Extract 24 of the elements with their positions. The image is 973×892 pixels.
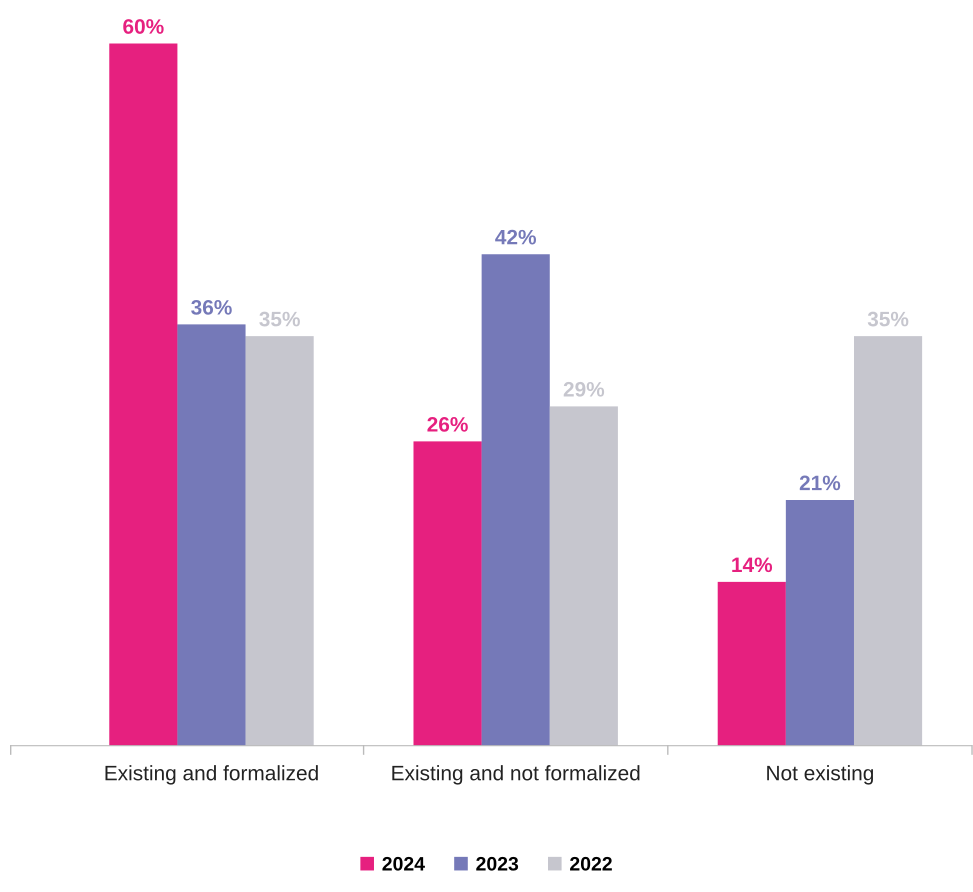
data-label: 26% — [427, 417, 468, 432]
bar — [718, 582, 786, 746]
data-label: 29% — [564, 382, 604, 397]
legend-label: 2024 — [382, 856, 425, 871]
data-label: 42% — [495, 230, 536, 244]
data-label: 21% — [800, 476, 840, 490]
x-tick-label: Not existing — [767, 765, 873, 785]
data-label: 14% — [732, 557, 772, 572]
data-label: 35% — [259, 312, 300, 326]
bar — [550, 406, 618, 746]
bar — [177, 324, 246, 746]
bar — [246, 336, 314, 746]
x-tick-label: Existing and formalized — [106, 765, 318, 785]
bar — [482, 254, 550, 746]
x-tick-label: Existing and not formalized — [392, 765, 640, 785]
bar — [786, 500, 854, 746]
legend-label: 2022 — [570, 856, 612, 871]
data-label: 36% — [191, 300, 232, 315]
bar — [109, 44, 178, 746]
legend-label: 2023 — [476, 856, 518, 871]
data-label: 35% — [868, 312, 908, 326]
bar — [413, 441, 482, 746]
data-label: 60% — [123, 19, 164, 34]
bar — [854, 336, 922, 746]
